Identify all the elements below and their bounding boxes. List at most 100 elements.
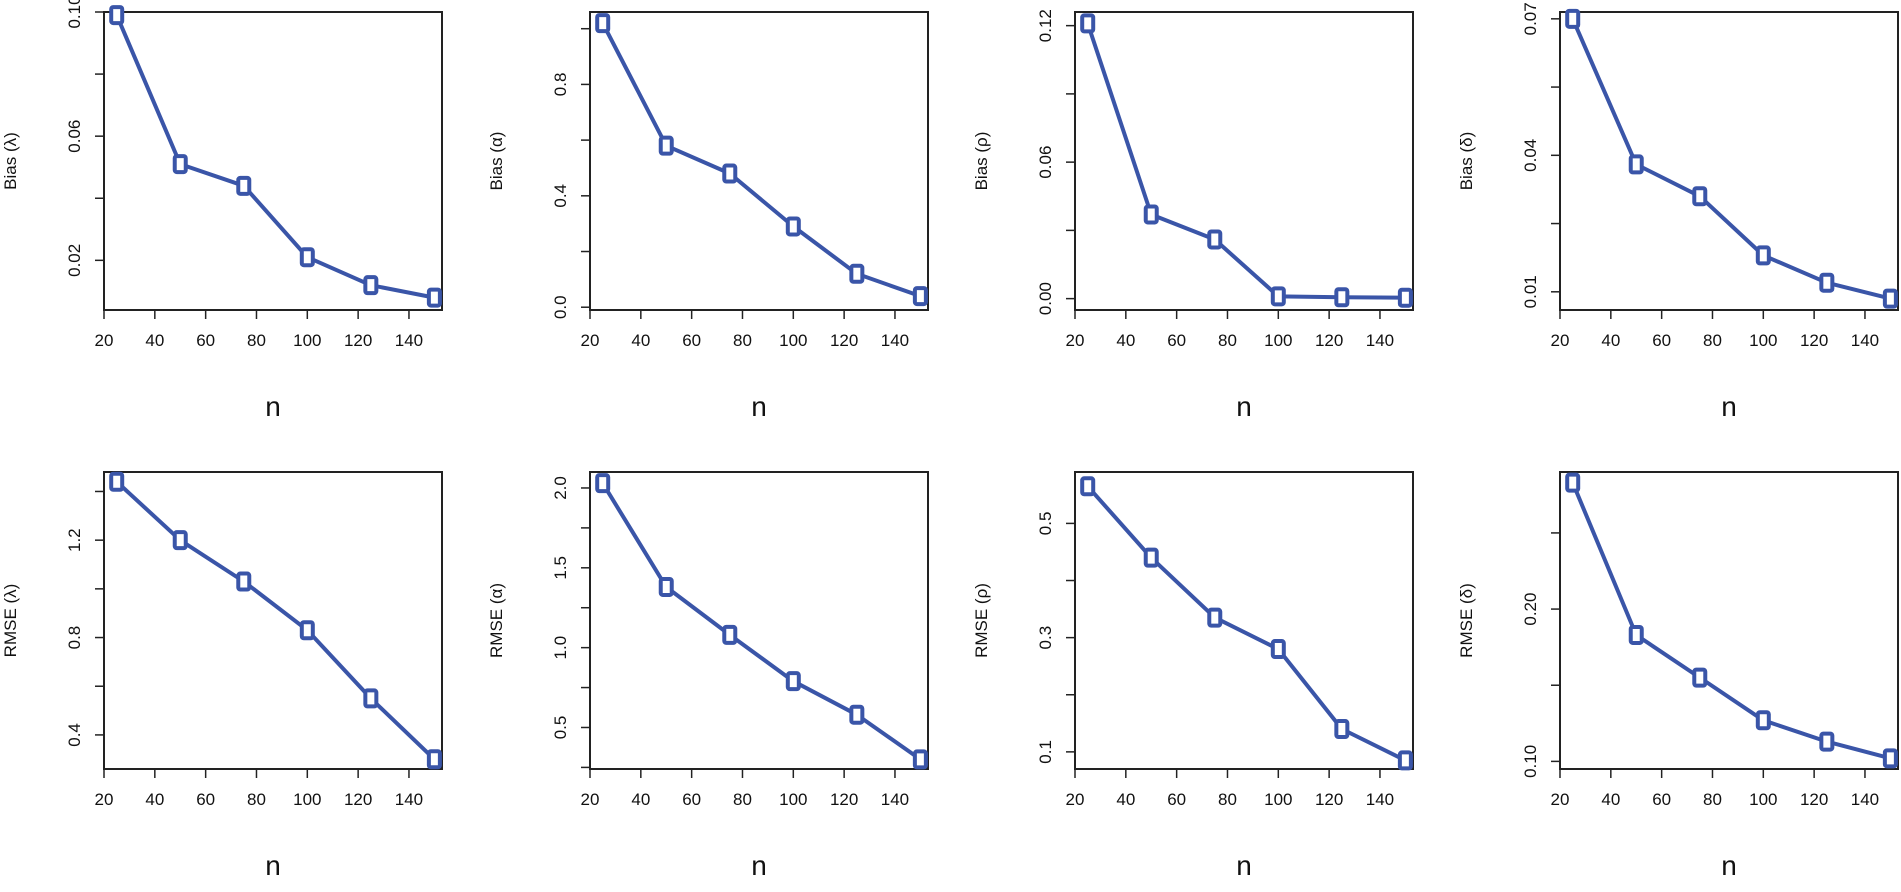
data-point [658, 135, 674, 156]
y-tick-label: 0.0 [551, 295, 570, 319]
series-line [114, 14, 435, 300]
x-axis-label: n [1236, 850, 1252, 881]
x-tick-label: 140 [1851, 790, 1879, 809]
x-tick-label: 140 [395, 331, 423, 350]
data-point [299, 247, 315, 268]
data-point [1628, 154, 1644, 175]
x-tick-label: 140 [1366, 331, 1394, 350]
data-point [1628, 624, 1644, 645]
y-tick-label: 0.10 [65, 0, 84, 29]
data-point [1143, 547, 1159, 568]
x-tick-label: 120 [1800, 790, 1828, 809]
data-point [1819, 731, 1835, 752]
data-point [299, 620, 315, 641]
x-tick-label: 120 [344, 331, 372, 350]
y-tick-label: 0.00 [1036, 282, 1055, 315]
x-tick-label: 120 [1315, 331, 1343, 350]
series-line [1570, 18, 1891, 301]
data-point [722, 163, 738, 184]
series-line [115, 480, 436, 761]
data-point [1270, 286, 1286, 307]
data-point [595, 473, 611, 494]
x-tick-label: 80 [733, 331, 752, 350]
y-tick-label: 0.07 [1521, 2, 1540, 35]
x-tick-label: 20 [581, 790, 600, 809]
data-point [1334, 287, 1350, 308]
data-point [363, 688, 379, 709]
y-tick-label: 0.10 [1521, 745, 1540, 778]
x-tick-label: 20 [1066, 790, 1085, 809]
y-axis-label: RMSE (δ) [1457, 583, 1476, 658]
plot-frame [103, 11, 443, 311]
x-tick-label: 20 [95, 790, 114, 809]
x-tick-label: 120 [830, 331, 858, 350]
data-point [1565, 8, 1581, 29]
data-point [912, 749, 928, 770]
y-tick-label: 0.4 [551, 184, 570, 208]
x-axis-label: n [265, 391, 281, 422]
data-point [1692, 667, 1708, 688]
y-axis-label: RMSE (ρ) [972, 583, 991, 658]
panel-5: 20 40 60 80 100 120 140 0.4 0.8 1.2 RMSE (λ) n [1, 471, 443, 881]
plot-frame [589, 11, 929, 311]
panel-6: 20 40 60 80 100 120 140 0.5 1.0 1.5 2.0 RMSE (α) n [487, 471, 929, 881]
x-tick-label: 120 [1315, 790, 1343, 809]
x-tick-label: 140 [881, 790, 909, 809]
data-point [1334, 719, 1350, 740]
x-tick-label: 80 [733, 790, 752, 809]
data-point [1397, 750, 1413, 771]
x-tick-label: 40 [631, 331, 650, 350]
x-tick-label: 40 [145, 331, 164, 350]
x-tick-label: 100 [293, 331, 321, 350]
y-tick-label: 0.02 [65, 244, 84, 277]
y-tick-label: 0.8 [65, 626, 84, 650]
x-tick-label: 100 [1749, 331, 1777, 350]
x-tick-label: 120 [830, 790, 858, 809]
panel-2: 20 40 60 80 100 120 140 0.0 0.4 0.8 Bias (α) n [487, 11, 929, 422]
data-point [1080, 476, 1096, 497]
x-tick-label: 60 [682, 790, 701, 809]
x-tick-label: 20 [1551, 331, 1570, 350]
x-tick-label: 140 [881, 331, 909, 350]
data-point [236, 175, 252, 196]
data-point [785, 216, 801, 237]
data-point [1882, 748, 1898, 769]
x-axis-label: n [1721, 850, 1737, 881]
y-tick-label: 2.0 [551, 476, 570, 500]
data-point [1397, 287, 1413, 308]
data-point [1755, 710, 1771, 731]
series-line [1085, 22, 1406, 300]
x-tick-label: 40 [1601, 331, 1620, 350]
data-point [912, 286, 928, 307]
x-tick-label: 100 [1749, 790, 1777, 809]
x-tick-label: 100 [293, 790, 321, 809]
x-axis-label: n [1721, 391, 1737, 422]
data-point [426, 749, 442, 770]
x-tick-label: 100 [1264, 331, 1292, 350]
y-tick-label: 0.04 [1521, 139, 1540, 172]
x-tick-label: 80 [247, 790, 266, 809]
plot-frame [103, 471, 443, 770]
data-point [785, 671, 801, 692]
x-tick-label: 140 [1366, 790, 1394, 809]
x-axis-label: n [265, 850, 281, 881]
x-tick-label: 120 [344, 790, 372, 809]
y-tick-label: 0.1 [1036, 740, 1055, 764]
x-tick-label: 60 [1167, 331, 1186, 350]
y-axis-label: Bias (δ) [1457, 132, 1476, 191]
data-point [1207, 607, 1223, 628]
x-tick-label: 60 [1167, 790, 1186, 809]
data-point [595, 13, 611, 34]
x-axis-label: n [751, 391, 767, 422]
y-axis-label: Bias (ρ) [972, 132, 991, 191]
x-tick-label: 120 [1800, 331, 1828, 350]
data-point [722, 624, 738, 645]
y-tick-label: 0.06 [65, 120, 84, 153]
x-tick-label: 40 [1601, 790, 1620, 809]
x-tick-label: 40 [145, 790, 164, 809]
plot-frame [589, 471, 929, 770]
y-tick-label: 0.4 [65, 723, 84, 747]
x-tick-label: 60 [196, 790, 215, 809]
data-point [1207, 229, 1223, 250]
